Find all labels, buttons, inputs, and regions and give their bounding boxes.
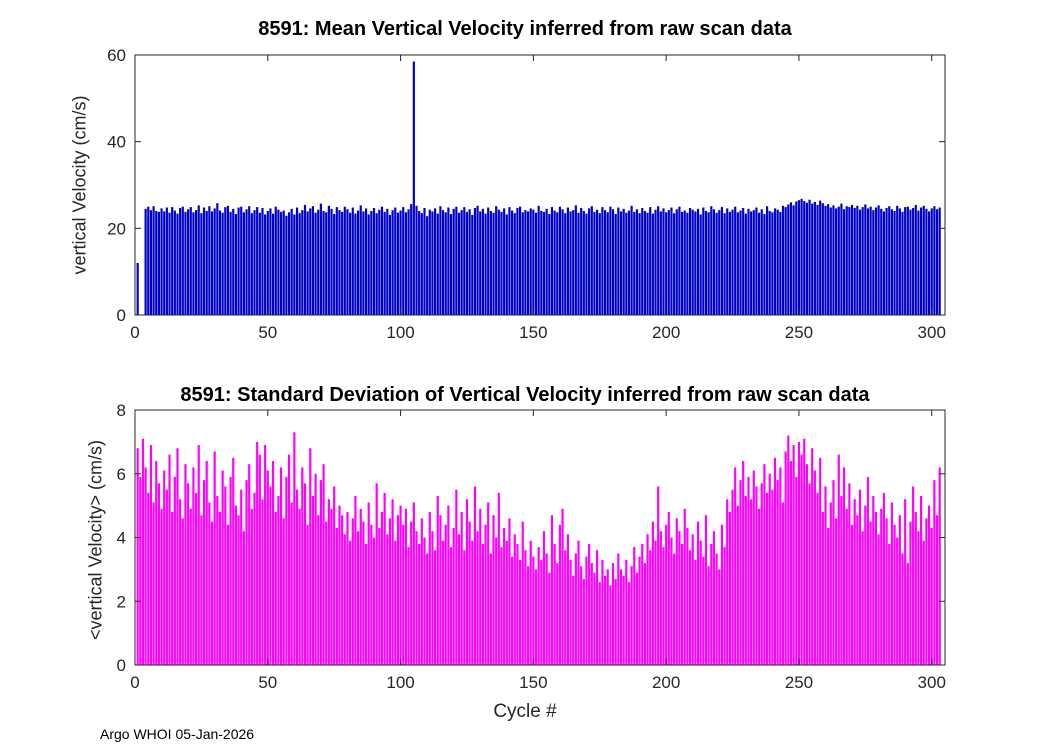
- svg-text:6: 6: [117, 465, 126, 484]
- svg-text:20: 20: [107, 219, 126, 238]
- svg-text:300: 300: [918, 673, 946, 692]
- svg-text:250: 250: [785, 323, 813, 342]
- std-velocity-bar-chart: 0 50 100 150 200 250 300 0 2 4 6 8: [117, 401, 946, 692]
- svg-text:150: 150: [519, 323, 547, 342]
- svg-text:40: 40: [107, 133, 126, 152]
- svg-text:0: 0: [130, 323, 139, 342]
- svg-text:0: 0: [130, 673, 139, 692]
- svg-text:2: 2: [117, 592, 126, 611]
- svg-text:0: 0: [117, 306, 126, 325]
- svg-text:200: 200: [652, 673, 680, 692]
- svg-text:50: 50: [258, 673, 277, 692]
- svg-text:100: 100: [386, 323, 414, 342]
- svg-text:8: 8: [117, 401, 126, 420]
- svg-text:300: 300: [918, 323, 946, 342]
- svg-text:4: 4: [117, 529, 126, 548]
- svg-text:200: 200: [652, 323, 680, 342]
- std-chart-title: 8591: Standard Deviation of Vertical Vel…: [180, 384, 870, 406]
- svg-text:150: 150: [519, 673, 547, 692]
- svg-text:0: 0: [117, 656, 126, 675]
- mean-chart-title: 8591: Mean Vertical Velocity inferred fr…: [258, 18, 792, 40]
- svg-text:50: 50: [258, 323, 277, 342]
- mean-velocity-bar-chart: 0 50 100 150 200 250 300 0 20 40 60: [107, 46, 946, 342]
- footer-text: Argo WHOI 05-Jan-2026: [100, 726, 255, 742]
- svg-text:60: 60: [107, 46, 126, 65]
- x-axis-label: Cycle #: [493, 701, 557, 722]
- svg-text:100: 100: [386, 673, 414, 692]
- svg-text:250: 250: [785, 673, 813, 692]
